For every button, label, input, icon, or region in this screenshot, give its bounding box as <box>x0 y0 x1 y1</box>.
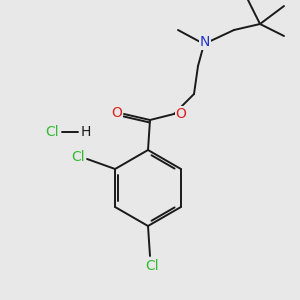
Text: N: N <box>200 35 210 49</box>
Text: Cl: Cl <box>145 259 159 273</box>
Text: Cl: Cl <box>71 150 85 164</box>
Text: Cl: Cl <box>45 125 59 139</box>
Text: O: O <box>112 106 122 120</box>
Text: O: O <box>176 107 186 121</box>
Text: H: H <box>81 125 91 139</box>
